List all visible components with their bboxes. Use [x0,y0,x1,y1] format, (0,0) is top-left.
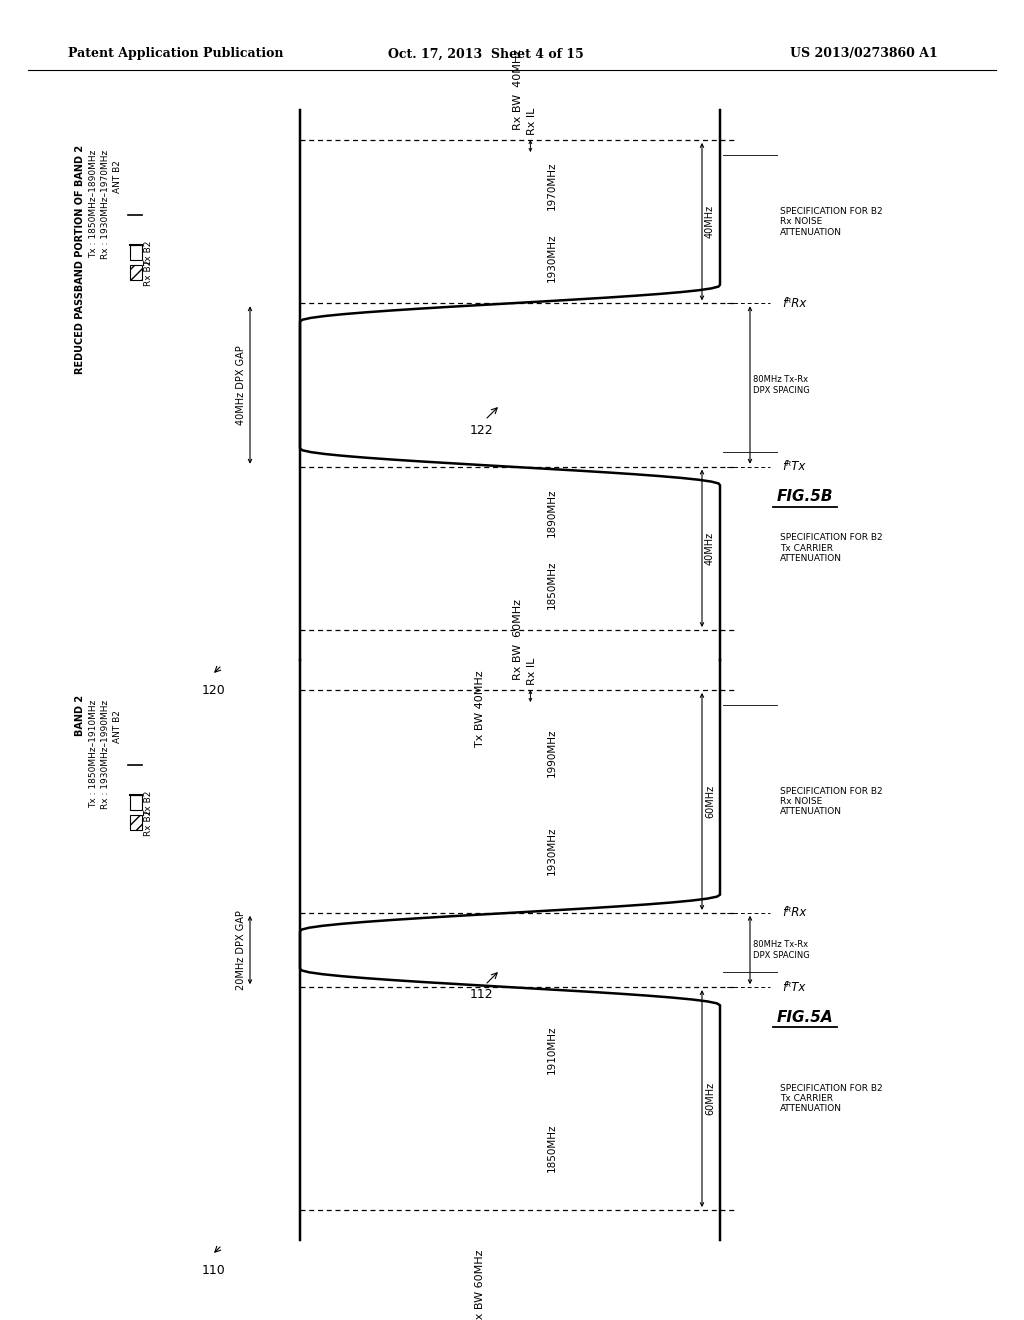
Text: Tx : 1850MHz–1910MHz: Tx : 1850MHz–1910MHz [89,700,98,808]
Text: fᴿTx: fᴿTx [782,461,805,473]
Bar [130,246,142,260]
Text: 60MHz: 60MHz [705,1082,715,1115]
Text: FIG.5B: FIG.5B [777,490,834,504]
Text: 20MHz DPX GAP: 20MHz DPX GAP [236,909,246,990]
Text: 40MHz DPX GAP: 40MHz DPX GAP [236,345,246,425]
Text: 40MHz: 40MHz [705,205,715,238]
Text: 120: 120 [202,684,225,697]
Text: Patent Application Publication: Patent Application Publication [68,48,284,61]
Text: fᴿRx: fᴿRx [782,297,806,310]
Text: 110: 110 [202,1263,225,1276]
Text: ANT B2: ANT B2 [114,160,123,193]
Text: fᴿRx: fᴿRx [782,907,806,919]
Text: Tx BW 40MHz: Tx BW 40MHz [475,671,485,747]
Text: FIG.5A: FIG.5A [776,1010,834,1024]
Text: Tx : 1850MHz–1890MHz: Tx : 1850MHz–1890MHz [89,150,98,259]
Text: 122: 122 [470,424,494,437]
Text: 1850MHz: 1850MHz [547,1123,557,1172]
Text: Tx B2: Tx B2 [144,791,153,816]
Text: 1930MHz: 1930MHz [547,234,557,282]
Text: Rx B2: Rx B2 [144,260,153,286]
Text: Oct. 17, 2013  Sheet 4 of 15: Oct. 17, 2013 Sheet 4 of 15 [388,48,584,61]
Text: Rx : 1930MHz–1990MHz: Rx : 1930MHz–1990MHz [101,700,111,809]
Text: ANT B2: ANT B2 [114,710,123,743]
Text: Rx B2: Rx B2 [144,810,153,836]
Bar [130,795,142,810]
Text: 1990MHz: 1990MHz [547,729,557,776]
Text: 80MHz Tx-Rx
DPX SPACING: 80MHz Tx-Rx DPX SPACING [753,940,810,960]
Text: Rx IL: Rx IL [527,657,538,685]
Text: SPECIFICATION FOR B2
Rx NOISE
ATTENUATION: SPECIFICATION FOR B2 Rx NOISE ATTENUATIO… [780,787,883,816]
Text: SPECIFICATION FOR B2
Tx CARRIER
ATTENUATION: SPECIFICATION FOR B2 Tx CARRIER ATTENUAT… [780,533,883,564]
Text: Rx BW  40MHz: Rx BW 40MHz [513,49,523,129]
Text: Rx IL: Rx IL [527,108,538,135]
Text: 1850MHz: 1850MHz [547,560,557,609]
Text: SPECIFICATION FOR B2
Rx NOISE
ATTENUATION: SPECIFICATION FOR B2 Rx NOISE ATTENUATIO… [780,207,883,236]
Text: 1910MHz: 1910MHz [547,1026,557,1073]
Text: US 2013/0273860 A1: US 2013/0273860 A1 [790,48,938,61]
Text: 40MHz: 40MHz [705,532,715,565]
Text: 1890MHz: 1890MHz [547,488,557,537]
Text: BAND 2: BAND 2 [75,696,85,737]
Text: Tx BW 60MHz: Tx BW 60MHz [475,1250,485,1320]
Bar [130,265,142,280]
Text: 1930MHz: 1930MHz [547,826,557,875]
Text: Tx B2: Tx B2 [144,240,153,265]
Bar [130,814,142,830]
Text: REDUCED PASSBAND PORTION OF BAND 2: REDUCED PASSBAND PORTION OF BAND 2 [75,145,85,374]
Text: SPECIFICATION FOR B2
Tx CARRIER
ATTENUATION: SPECIFICATION FOR B2 Tx CARRIER ATTENUAT… [780,1084,883,1114]
Text: 80MHz Tx-Rx
DPX SPACING: 80MHz Tx-Rx DPX SPACING [753,375,810,395]
Text: Rx BW  60MHz: Rx BW 60MHz [513,599,523,680]
Text: 1970MHz: 1970MHz [547,161,557,210]
Text: 60MHz: 60MHz [705,785,715,818]
Text: fᴿTx: fᴿTx [782,981,805,994]
Text: 112: 112 [470,989,494,1002]
Text: Rx : 1930MHz–1970MHz: Rx : 1930MHz–1970MHz [101,150,111,259]
